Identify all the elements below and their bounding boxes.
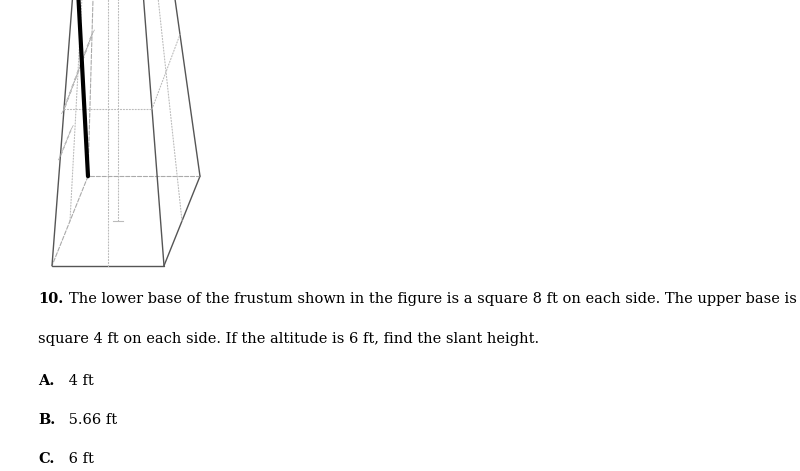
Text: C.: C. [38, 452, 54, 466]
Text: 5.66 ft: 5.66 ft [64, 413, 117, 427]
Text: B.: B. [38, 413, 56, 427]
Text: square 4 ft on each side. If the altitude is 6 ft, find the slant height.: square 4 ft on each side. If the altitud… [38, 332, 539, 346]
Text: The lower base of the frustum shown in the figure is a square 8 ft on each side.: The lower base of the frustum shown in t… [69, 292, 800, 306]
Text: 4 ft: 4 ft [64, 374, 94, 389]
Text: 10.: 10. [38, 292, 64, 306]
Text: 6 ft: 6 ft [64, 452, 94, 466]
Text: A.: A. [38, 374, 54, 389]
